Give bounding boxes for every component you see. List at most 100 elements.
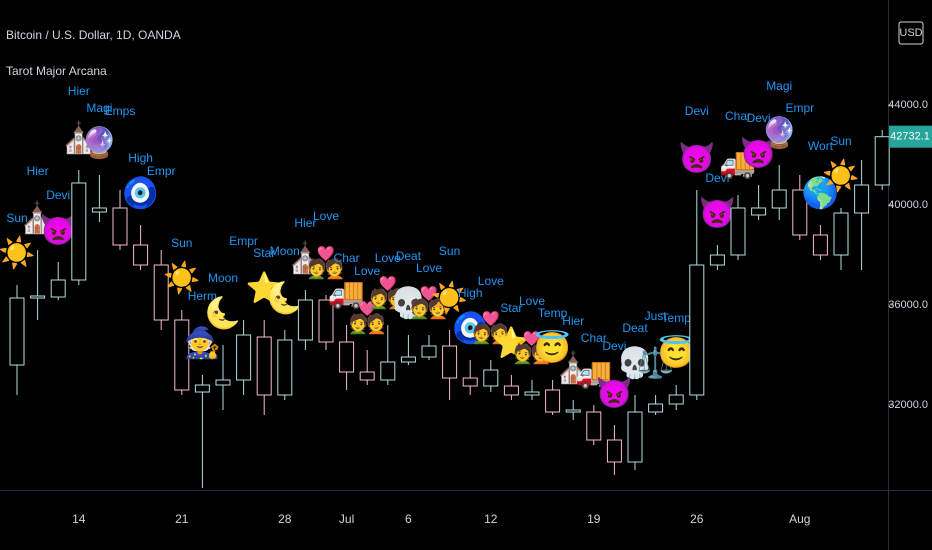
tarot-label: Love	[313, 209, 339, 223]
tarot-icon: 🧿	[122, 175, 159, 210]
tarot-label: Empr	[147, 164, 176, 178]
y-tick-label: 32000.0	[888, 399, 928, 411]
tarot-label: Hier	[68, 84, 90, 98]
x-tick-label: 14	[72, 512, 86, 526]
tarot-label: Moon	[208, 271, 238, 285]
tarot-label: Devi	[747, 111, 771, 125]
tarot-icon: 💑	[369, 275, 406, 310]
candle-body	[606, 439, 622, 463]
y-tick-label: 40000.0	[888, 199, 928, 211]
tarot-icon: ⛪	[287, 239, 324, 275]
tarot-label: Star	[500, 301, 522, 315]
candle-body	[256, 336, 272, 396]
x-tick-label: 6	[405, 512, 412, 526]
x-tick-label: 12	[484, 512, 498, 526]
candle-body	[812, 234, 828, 256]
tarot-icon: ♂	[789, 127, 812, 160]
tarot-icon: 💑	[513, 330, 550, 365]
tarot-icon: 🚚	[575, 357, 612, 390]
candle-body	[854, 184, 870, 214]
candle-body	[648, 403, 664, 413]
tarot-label: Deat	[622, 321, 648, 335]
tarot-icon: ⭐	[246, 270, 283, 305]
tarot-icon: ⛪	[555, 349, 592, 385]
tarot-icon: ☀️	[163, 259, 200, 296]
tarot-label: High	[458, 286, 483, 300]
tarot-label: Wort	[808, 139, 834, 153]
tarot-label: Hier	[294, 216, 316, 230]
candle-body	[30, 295, 46, 299]
tarot-icon: 😇	[658, 334, 695, 370]
tarot-icon: ⛪	[60, 119, 97, 155]
candle-body	[400, 356, 416, 363]
tarot-label: Temp	[662, 311, 692, 325]
tarot-icon: 🌜	[204, 295, 241, 330]
candle-body	[730, 207, 746, 256]
tarot-label: Magi	[86, 101, 112, 115]
candle-body	[236, 334, 252, 381]
x-tick-label: 26	[690, 512, 704, 526]
tarot-label: Herm	[188, 289, 217, 303]
tarot-label: Devi	[46, 188, 70, 202]
x-tick-label: Aug	[789, 512, 810, 526]
tarot-icon: 💑	[349, 300, 386, 335]
tarot-label: Char	[725, 109, 751, 123]
tarot-icon: ⭐	[493, 325, 530, 360]
tarot-icon: ♂	[232, 272, 255, 305]
x-tick-label: 19	[587, 512, 601, 526]
tarot-label: Love	[416, 261, 442, 275]
y-tick-label: 36000.0	[888, 299, 928, 311]
y-tick-label: 44000.0	[888, 99, 928, 111]
candle-body	[627, 411, 643, 463]
tarot-label: Char	[581, 331, 607, 345]
tarot-label: Magi	[766, 79, 792, 93]
tarot-label: Empr	[229, 234, 258, 248]
candle-body	[297, 299, 313, 341]
tarot-icon: 💑	[410, 285, 447, 320]
candle-body	[792, 189, 808, 236]
candle-body	[153, 264, 169, 321]
tarot-icon: ♂	[150, 202, 173, 235]
tarot-label: Char	[334, 251, 360, 265]
candle-body	[462, 377, 478, 387]
tarot-icon: 🧿	[452, 310, 489, 345]
candle-body	[215, 379, 231, 386]
currency[interactable]: USD	[899, 27, 922, 39]
candle-body	[194, 384, 210, 393]
tarot-icon: 🚚	[719, 147, 756, 180]
tarot-label: Devi	[602, 339, 626, 353]
candle-body	[524, 391, 540, 396]
tarot-label: Hier	[27, 164, 49, 178]
tarot-icon: 👿	[699, 196, 736, 230]
tarot-label: Love	[478, 274, 504, 288]
tarot-label: Star	[253, 246, 275, 260]
tarot-label: High	[128, 151, 153, 165]
tarot-icon: ☀️	[431, 279, 468, 316]
x-tick-label: 28	[278, 512, 292, 526]
candle-body	[586, 411, 602, 441]
candle-body	[833, 212, 849, 256]
candle-body	[442, 345, 458, 379]
last-price: 42732.1	[890, 131, 930, 143]
tarot-label: Sun	[171, 236, 192, 250]
tarot-icon: 💀	[616, 345, 653, 380]
tarot-label: Sun	[830, 134, 851, 148]
candle-body	[9, 297, 25, 366]
currency-box[interactable]	[898, 21, 924, 45]
tarot-label: Emps	[105, 104, 136, 118]
candle-body	[874, 136, 890, 186]
candle-body	[50, 279, 66, 298]
candle-body	[133, 244, 149, 266]
tarot-icon: ⚖️	[637, 345, 674, 380]
candle-body	[483, 369, 499, 387]
candle-body	[71, 182, 87, 281]
tarot-label: Hier	[562, 314, 584, 328]
tarot-label: Moon	[270, 244, 300, 258]
tarot-icon: 💑	[472, 310, 509, 345]
tarot-icon: 💀	[390, 285, 427, 320]
last-price-badge	[889, 125, 932, 148]
tarot-icon: ♀	[109, 142, 132, 175]
candle-body	[339, 341, 355, 373]
tarot-label: Devi	[685, 104, 709, 118]
tarot-label: Devi	[705, 171, 729, 185]
